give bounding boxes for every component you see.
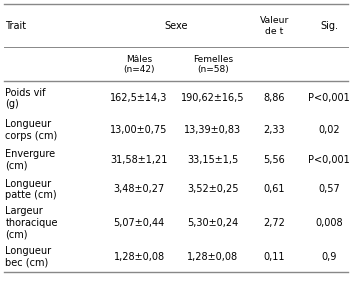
Text: 13,39±0,83: 13,39±0,83 [184,125,241,135]
Text: Mâles
(n=42): Mâles (n=42) [123,55,155,74]
Text: 3,52±0,25: 3,52±0,25 [187,184,239,194]
Text: 1,28±0,08: 1,28±0,08 [187,252,239,262]
Text: 1,28±0,08: 1,28±0,08 [113,252,165,262]
Text: 2,72: 2,72 [264,218,285,228]
Text: Largeur
thoracique
(cm): Largeur thoracique (cm) [5,206,58,239]
Text: 3,48±0,27: 3,48±0,27 [113,184,165,194]
Text: Sig.: Sig. [320,21,338,31]
Text: 0,02: 0,02 [318,125,340,135]
Text: Sexe: Sexe [164,21,188,31]
Text: 5,56: 5,56 [264,155,285,165]
Text: 0,9: 0,9 [321,252,337,262]
Text: 162,5±14,3: 162,5±14,3 [111,94,168,103]
Text: Valeur
de t: Valeur de t [260,16,289,36]
Text: 33,15±1,5: 33,15±1,5 [187,155,239,165]
Text: Trait: Trait [5,21,26,31]
Text: Longueur
corps (cm): Longueur corps (cm) [5,120,57,141]
Text: 0,57: 0,57 [318,184,340,194]
Text: Longueur
patte (cm): Longueur patte (cm) [5,179,57,200]
Text: 2,33: 2,33 [264,125,285,135]
Text: 0,61: 0,61 [264,184,285,194]
Text: 0,11: 0,11 [264,252,285,262]
Text: P<0,001: P<0,001 [308,155,350,165]
Text: Femelles
(n=58): Femelles (n=58) [193,55,233,74]
Text: Poids vif
(g): Poids vif (g) [5,88,46,109]
Text: 13,00±0,75: 13,00±0,75 [111,125,168,135]
Text: 5,30±0,24: 5,30±0,24 [187,218,239,228]
Text: 0,008: 0,008 [315,218,343,228]
Text: 8,86: 8,86 [264,94,285,103]
Text: Longueur
bec (cm): Longueur bec (cm) [5,246,51,268]
Text: 31,58±1,21: 31,58±1,21 [111,155,168,165]
Text: 190,62±16,5: 190,62±16,5 [181,94,245,103]
Text: Envergure
(cm): Envergure (cm) [5,149,55,170]
Text: P<0,001: P<0,001 [308,94,350,103]
Text: 5,07±0,44: 5,07±0,44 [113,218,165,228]
